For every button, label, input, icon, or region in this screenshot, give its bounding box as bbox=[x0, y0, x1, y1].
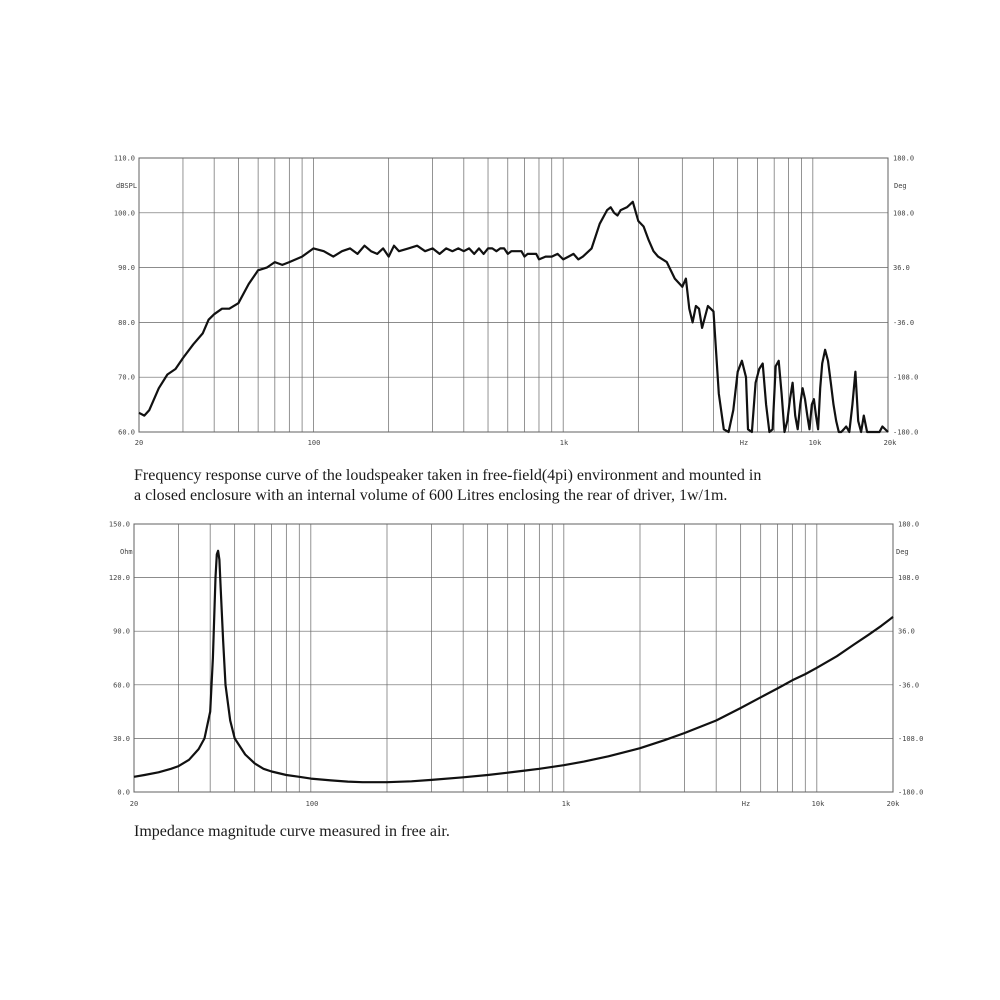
x-tick-label: 100 bbox=[306, 800, 319, 808]
y-right-tick-label: 36.0 bbox=[898, 628, 915, 636]
y-right-tick-label: -108.0 bbox=[898, 735, 923, 743]
plot-frame bbox=[133, 523, 894, 793]
y-left-tick-label: 0.0 bbox=[117, 789, 130, 797]
x-tick-label: 20 bbox=[135, 439, 143, 447]
y-left-tick-label: 90.0 bbox=[118, 264, 135, 272]
x-tick-label: 100 bbox=[308, 439, 321, 447]
x-tick-label: 20 bbox=[130, 800, 138, 808]
y-left-tick-label: 120.0 bbox=[109, 574, 130, 582]
impedance-caption: Impedance magnitude curve measured in fr… bbox=[134, 823, 450, 840]
x-tick-label: Hz bbox=[742, 800, 750, 808]
y-right-tick-label: 108.0 bbox=[898, 574, 919, 582]
y-left-tick-label: 30.0 bbox=[113, 735, 130, 743]
y-right-tick-label: -180.0 bbox=[898, 789, 923, 797]
series-line bbox=[138, 200, 889, 434]
y-left-tick-label: 100.0 bbox=[114, 209, 135, 217]
y-right-tick-label: 36.0 bbox=[893, 264, 910, 272]
y-left-tick-label: 70.0 bbox=[118, 374, 135, 382]
y-left-tick-label: 90.0 bbox=[113, 628, 130, 636]
y-left-unit: Ohm bbox=[120, 548, 133, 556]
y-left-tick-label: 150.0 bbox=[109, 521, 130, 529]
y-right-unit: Deg bbox=[894, 182, 907, 190]
y-left-tick-label: 60.0 bbox=[118, 429, 135, 437]
y-left-unit: dBSPL bbox=[116, 182, 137, 190]
y-left-tick-label: 80.0 bbox=[118, 319, 135, 327]
y-right-unit: Deg bbox=[896, 548, 909, 556]
x-tick-label: 20k bbox=[887, 800, 900, 808]
y-left-tick-label: 110.0 bbox=[114, 155, 135, 163]
x-tick-label: 10k bbox=[809, 439, 822, 447]
x-tick-label: Hz bbox=[740, 439, 748, 447]
y-right-tick-label: -180.0 bbox=[893, 429, 918, 437]
frequency-response-chart: dBSPL Deg 110.0 180.0 100.0 108.0 90.0 36.0 80… bbox=[114, 155, 918, 448]
frequency-response-caption-line-2: a closed enclosure with an internal volu… bbox=[134, 487, 728, 504]
x-tick-label: 10k bbox=[812, 800, 825, 808]
y-right-tick-label: 180.0 bbox=[898, 521, 919, 529]
series-line bbox=[133, 549, 894, 784]
y-right-tick-label: 180.0 bbox=[893, 155, 914, 163]
frequency-response-caption-line-1: Frequency response curve of the loudspea… bbox=[134, 467, 762, 484]
y-right-tick-label: -36.0 bbox=[893, 319, 914, 327]
y-right-tick-label: -108.0 bbox=[893, 374, 918, 382]
plot-frame bbox=[138, 157, 889, 433]
x-tick-label: 20k bbox=[884, 439, 897, 447]
impedance-chart: Ohm Deg 150.0 180.0 120.0 108.0 90.0 36.0 60.0… bbox=[109, 521, 923, 809]
y-left-tick-label: 60.0 bbox=[113, 681, 130, 689]
y-right-tick-label: -36.0 bbox=[898, 681, 919, 689]
x-tick-label: 1k bbox=[560, 439, 569, 447]
y-right-tick-label: 108.0 bbox=[893, 209, 914, 217]
x-tick-label: 1k bbox=[562, 800, 571, 808]
